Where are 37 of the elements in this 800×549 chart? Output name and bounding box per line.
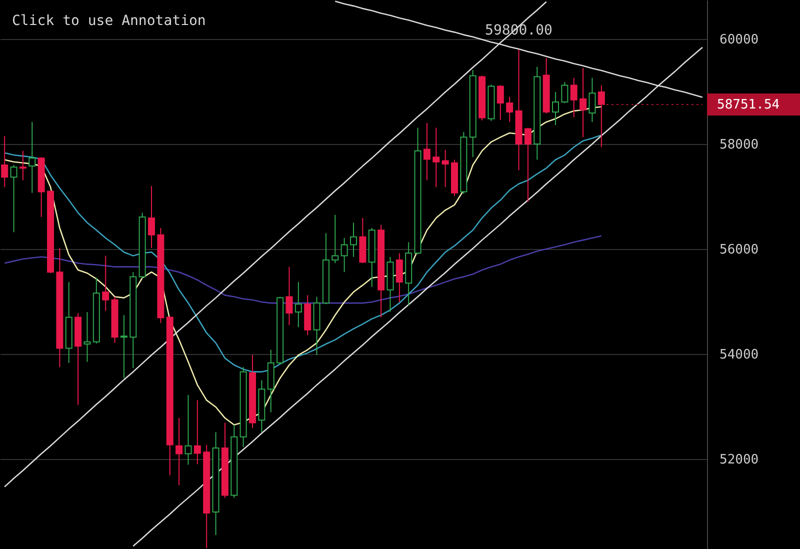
candlestick <box>506 96 514 122</box>
candlestick <box>286 266 293 326</box>
y-tick-label: 52000 <box>720 452 759 468</box>
candlestick <box>350 222 357 258</box>
candlestick <box>580 67 587 138</box>
candlestick <box>588 77 596 122</box>
candlestick <box>148 185 155 248</box>
candlestick <box>561 82 568 104</box>
candlestick <box>423 122 430 181</box>
y-tick-label: 58000 <box>720 137 759 152</box>
candlestick <box>396 252 403 303</box>
candlestick <box>102 255 110 312</box>
candlestick <box>294 282 302 328</box>
line-series <box>4 134 602 372</box>
candlestick <box>120 314 128 379</box>
candlestick <box>332 214 339 264</box>
candlestick <box>194 400 201 465</box>
ref-line-label: 58751.54 <box>717 98 780 113</box>
candlestick <box>84 311 91 362</box>
y-tick-label: 60000 <box>720 32 759 48</box>
y-tick-label: 54000 <box>720 347 759 362</box>
candlestick <box>432 127 440 188</box>
candlestick <box>340 237 348 273</box>
candlestick <box>184 394 192 466</box>
candlestick <box>496 84 504 120</box>
candlestick <box>524 127 532 202</box>
candlestick <box>570 77 578 118</box>
candlestick <box>442 149 449 188</box>
annotation: Click to use Annotation <box>12 13 206 29</box>
candlestick <box>598 84 605 148</box>
candlestick <box>10 164 18 233</box>
y-tick-label: 56000 <box>720 242 759 258</box>
candlestick <box>552 92 559 126</box>
candlestick <box>28 121 36 194</box>
candlestick <box>1 136 8 188</box>
candlestick <box>176 418 183 486</box>
candlestick <box>19 150 26 181</box>
